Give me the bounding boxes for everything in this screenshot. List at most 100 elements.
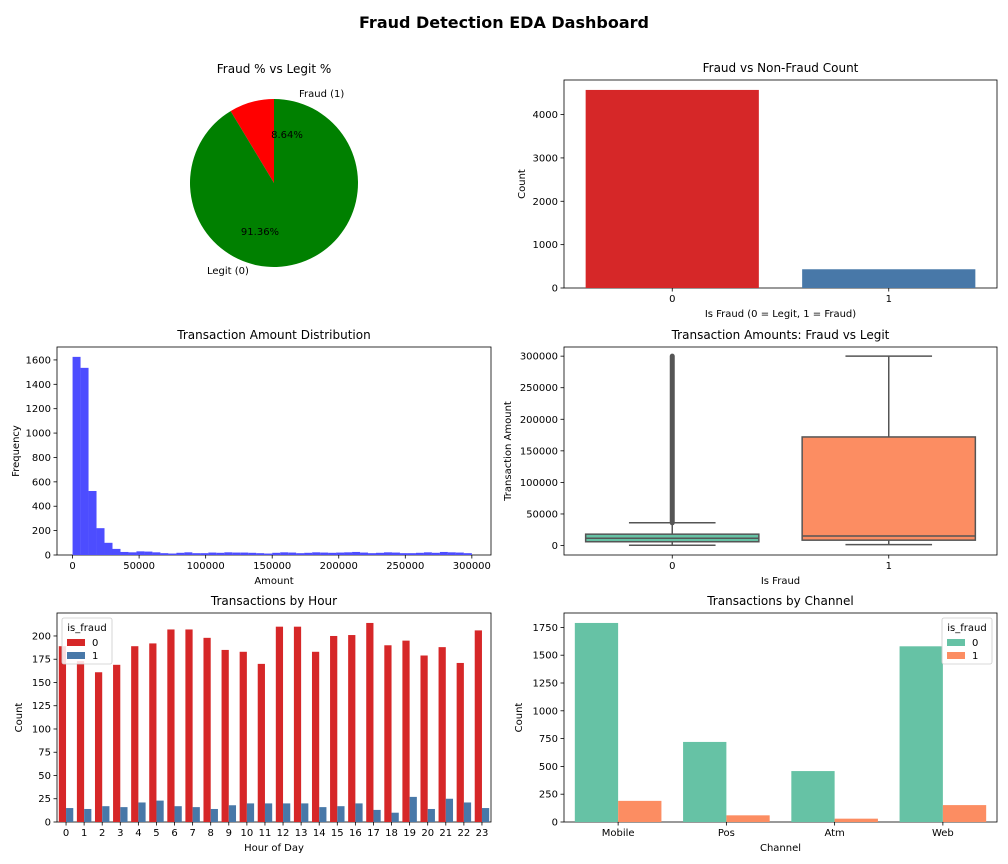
- y-tick-label: 400: [32, 502, 51, 513]
- bar: [409, 796, 417, 822]
- y-tick-label: 1600: [26, 355, 51, 366]
- hist-bar: [352, 551, 361, 555]
- bar: [275, 626, 284, 822]
- y-tick-label: 200000: [520, 415, 558, 426]
- x-tick-label: 1: [81, 828, 87, 839]
- chart-title: Fraud vs Non-Fraud Count: [703, 61, 859, 75]
- hist-bar: [280, 552, 289, 555]
- x-tick-label: Web: [932, 828, 954, 839]
- x-tick-label: 100000: [187, 561, 225, 572]
- bar: [355, 803, 363, 822]
- bar: [420, 655, 428, 822]
- bar: [438, 647, 446, 822]
- y-tick-label: 250: [539, 790, 558, 801]
- bar: [337, 806, 345, 822]
- legend-title: is_fraud: [67, 623, 106, 634]
- x-tick-label: 12: [277, 828, 290, 839]
- bar: [156, 800, 164, 822]
- bar: [618, 800, 662, 822]
- bar: [149, 643, 157, 822]
- x-tick-label: 6: [171, 828, 177, 839]
- bar: [834, 818, 878, 822]
- bar: [899, 646, 943, 822]
- axes-frame: [563, 612, 998, 823]
- hist-bar: [176, 552, 185, 555]
- hist-bar: [344, 552, 353, 555]
- y-tick-label: 100: [32, 724, 51, 735]
- bar: [94, 672, 103, 822]
- bar: [66, 808, 74, 822]
- hist-bar: [88, 490, 97, 555]
- x-tick-label: 50000: [123, 561, 155, 572]
- bar: [311, 651, 320, 822]
- x-tick-label: Atm: [824, 828, 844, 839]
- hist-bar: [216, 552, 225, 555]
- x-tick-label: Mobile: [602, 828, 635, 839]
- y-tick-label: 2000: [533, 197, 558, 208]
- bar: [391, 812, 399, 822]
- bar: [683, 741, 727, 822]
- bar: [84, 808, 92, 822]
- bar: [131, 646, 139, 822]
- hist-bar: [399, 553, 408, 555]
- hist-bar: [415, 552, 424, 555]
- x-tick-label: 4: [135, 828, 141, 839]
- x-tick-label: 15: [331, 828, 344, 839]
- hist-bar: [360, 552, 369, 555]
- hist-bar: [376, 552, 384, 555]
- y-axis-label: Count: [14, 703, 25, 733]
- hist-bar: [208, 552, 217, 555]
- legend-label: 1: [92, 651, 98, 662]
- y-tick-label: 75: [38, 748, 51, 759]
- hist-bar: [447, 552, 456, 555]
- x-tick-label: 250000: [386, 561, 424, 572]
- y-tick-label: 175: [32, 655, 51, 666]
- hist-bar: [224, 552, 233, 555]
- hist-bar: [144, 551, 153, 555]
- bar: [348, 635, 356, 822]
- bar: [427, 808, 435, 822]
- dashboard-title: Fraud Detection EDA Dashboard: [359, 13, 649, 32]
- y-tick-label: 600: [32, 477, 51, 488]
- hist-bar: [264, 553, 273, 555]
- bar: [246, 803, 255, 822]
- x-tick-label: Pos: [718, 828, 735, 839]
- x-tick-label: 2: [99, 828, 105, 839]
- y-tick-label: 1400: [26, 380, 51, 391]
- bar: [210, 808, 218, 822]
- x-tick-label: 19: [403, 828, 416, 839]
- bar: [373, 809, 381, 822]
- hist-bar: [328, 552, 337, 555]
- bar: [120, 807, 128, 822]
- hist-bar: [112, 548, 121, 555]
- x-tick-label: 0: [669, 294, 675, 305]
- bar: [474, 630, 482, 822]
- y-tick-label: 3000: [533, 153, 558, 164]
- bar: [802, 269, 976, 288]
- y-tick-label: 750: [539, 734, 558, 745]
- bar: [726, 815, 770, 822]
- hist-bar: [128, 552, 137, 555]
- pie-label: Fraud (1): [299, 89, 344, 100]
- pie-slice: [230, 99, 274, 183]
- y-tick-label: 0: [45, 818, 51, 829]
- hist-bar: [168, 553, 177, 555]
- y-axis-label: Count: [517, 169, 528, 199]
- x-tick-label: 11: [259, 828, 272, 839]
- y-axis-label: Transaction Amount: [503, 401, 514, 502]
- hist-bar: [256, 553, 265, 555]
- x-tick-label: 20: [421, 828, 434, 839]
- hist-bar: [423, 552, 432, 555]
- hist-bar: [152, 552, 161, 555]
- bar: [301, 803, 309, 822]
- y-tick-label: 1200: [26, 404, 51, 415]
- x-tick-label: 8: [208, 828, 214, 839]
- x-axis-label: Is Fraud (0 = Legit, 1 = Fraud): [705, 309, 856, 320]
- hist-bar: [455, 552, 464, 555]
- hist-bar: [312, 552, 321, 555]
- bar: [192, 807, 200, 822]
- hist-bar: [120, 551, 129, 555]
- hist-bar: [391, 552, 400, 555]
- axes-frame: [56, 346, 492, 556]
